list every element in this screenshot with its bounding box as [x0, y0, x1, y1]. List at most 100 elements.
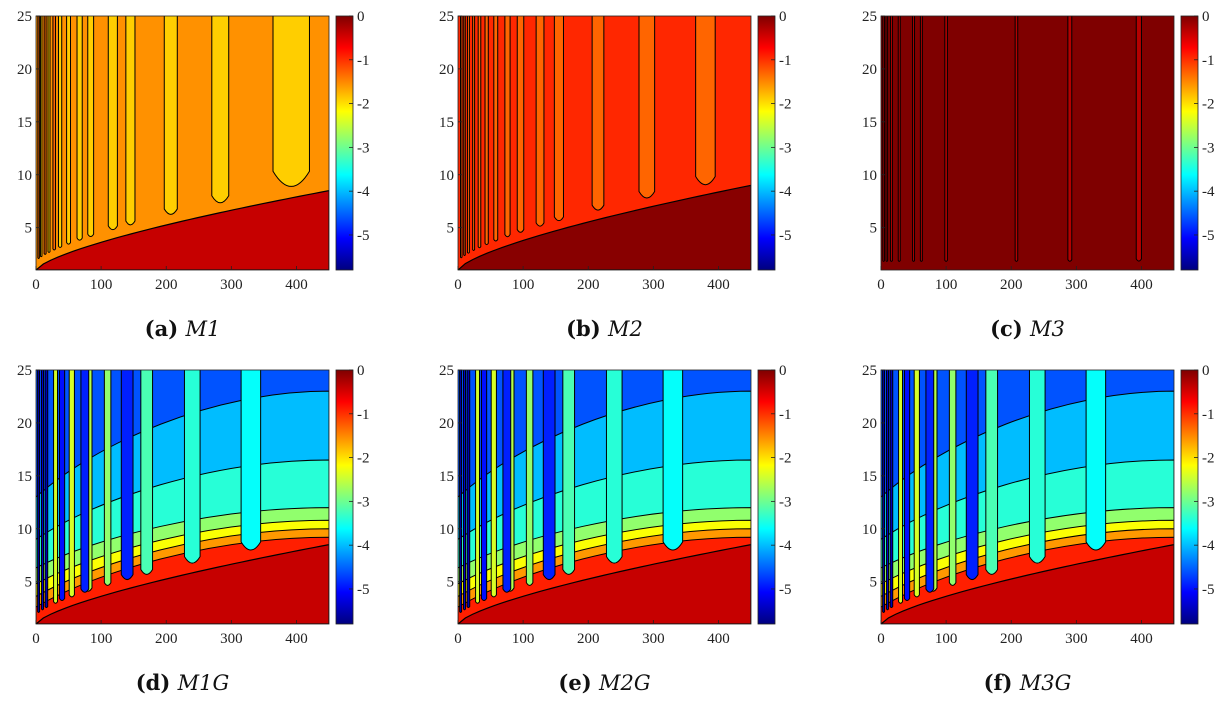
- plot-area: [881, 370, 1174, 624]
- contour-finger: [87, 16, 95, 238]
- colorbar-tick-label: -2: [1202, 451, 1215, 467]
- plot-area: [458, 370, 751, 624]
- contour-finger: [463, 16, 466, 257]
- plot-area: [881, 16, 1174, 270]
- contour-finger: [103, 370, 112, 586]
- colorbar-tick-label: -3: [357, 140, 370, 156]
- colorbar-tick-label: 0: [357, 363, 365, 379]
- y-tick-label: 20: [17, 416, 32, 432]
- caption-label: (c): [990, 316, 1030, 341]
- contour-finger: [886, 370, 889, 611]
- contour-finger: [107, 16, 118, 231]
- lower-region: [881, 544, 1174, 624]
- caption-name: M1G: [177, 671, 230, 695]
- x-tick-label: 100: [90, 277, 113, 293]
- contour-finger: [211, 16, 230, 204]
- contour-finger: [553, 16, 564, 222]
- contour-finger: [695, 16, 716, 186]
- x-tick-label: 200: [577, 631, 600, 647]
- x-tick-label: 400: [1130, 277, 1153, 293]
- y-tick-label: 25: [862, 9, 877, 25]
- contour-finger: [885, 16, 889, 262]
- x-tick-label: 100: [935, 277, 958, 293]
- contour-finger: [480, 370, 488, 602]
- contour-finger: [925, 370, 935, 593]
- contour-finger: [463, 370, 466, 611]
- y-tick-label: 25: [439, 363, 454, 379]
- contour-finger: [475, 370, 480, 604]
- colorbar-tick-label: -5: [779, 582, 792, 598]
- y-tick-label: 20: [862, 416, 877, 432]
- panel-d: 0 100 200 300 400 5 10 15 20 25 0 -1 -2 -3 -4 -5 (d) M1G: [17, 363, 370, 695]
- caption-label: (d): [136, 670, 178, 695]
- colorbar-tick-label: -4: [1202, 184, 1215, 200]
- contour-finger: [944, 16, 948, 262]
- contour-finger: [502, 370, 512, 593]
- y-tick-label: 10: [17, 168, 32, 184]
- x-tick-label: 100: [90, 631, 113, 647]
- contour-finger: [965, 370, 979, 580]
- upper-region: [881, 16, 1174, 270]
- contour-finger: [57, 16, 63, 248]
- x-tick-label: 300: [1065, 277, 1088, 293]
- contour-finger: [903, 370, 911, 602]
- contour-finger: [897, 16, 901, 262]
- contour-finger: [1085, 370, 1107, 551]
- contour-finger: [66, 16, 72, 245]
- contour-finger: [484, 16, 489, 246]
- panel-caption: (e) M2G: [558, 670, 650, 695]
- lower-region: [458, 184, 751, 270]
- y-tick-label: 10: [439, 522, 454, 538]
- x-tick-label: 0: [454, 277, 462, 293]
- panel-b: 0 100 200 300 400 5 10 15 20 25 0 -1 -2 -3 -4 -5 (b) M2: [439, 9, 792, 341]
- contour-finger: [472, 16, 476, 251]
- y-tick-label: 10: [862, 168, 877, 184]
- colorbar-tick-label: -2: [779, 97, 792, 113]
- contour-finger: [41, 370, 44, 611]
- y-tick-label: 5: [447, 575, 455, 591]
- contour-finger: [37, 16, 40, 259]
- contour-finger: [163, 16, 178, 215]
- y-tick-label: 10: [862, 522, 877, 538]
- panel-c: 0 100 200 300 400 5 10 15 20 25 0 -1 -2 -3 -4 -5 (c) M3: [862, 9, 1215, 341]
- contour-finger: [898, 370, 903, 604]
- y-tick-label: 10: [17, 522, 32, 538]
- contour-finger: [1014, 16, 1019, 262]
- colorbar-tick-label: -1: [779, 407, 792, 423]
- x-tick-label: 300: [1065, 631, 1088, 647]
- contour-finger: [183, 370, 201, 564]
- panel-caption: (c) M3: [990, 316, 1065, 341]
- caption-name: M1: [184, 317, 220, 341]
- y-tick-label: 5: [870, 221, 878, 237]
- colorbar-tick-label: -5: [779, 228, 792, 244]
- contour-finger: [638, 16, 656, 199]
- caption-label: (b): [566, 316, 608, 341]
- contour-finger: [591, 16, 605, 211]
- contour-finger: [525, 370, 534, 586]
- contour-finger: [460, 16, 463, 259]
- axes-frame: [35, 369, 330, 625]
- x-tick-label: 100: [512, 277, 535, 293]
- contour-finger: [1067, 16, 1073, 262]
- colorbar-tick-label: -2: [779, 451, 792, 467]
- y-tick-label: 5: [25, 575, 33, 591]
- x-tick-label: 300: [220, 277, 243, 293]
- panel-a: 0 100 200 300 400 5 10 15 20 25 0 -1 -2 -3 -4 -5 (a) M1: [17, 9, 370, 341]
- contour-finger: [1135, 16, 1142, 262]
- contour-finger: [58, 370, 66, 602]
- x-tick-label: 0: [454, 631, 462, 647]
- colorbar-tick-label: -1: [357, 407, 370, 423]
- contour-finger: [52, 16, 57, 251]
- colorbar-tick-label: -2: [357, 97, 370, 113]
- contour-finger: [466, 16, 470, 254]
- lower-region: [458, 544, 751, 624]
- x-tick-label: 200: [155, 277, 178, 293]
- contour-finger: [605, 370, 623, 564]
- colorbar: [335, 369, 354, 625]
- contour-finger: [272, 16, 310, 187]
- x-tick-label: 400: [707, 277, 730, 293]
- y-tick-label: 10: [439, 168, 454, 184]
- colorbar: [1180, 15, 1199, 271]
- contour-finger: [542, 370, 556, 580]
- x-tick-label: 400: [285, 631, 308, 647]
